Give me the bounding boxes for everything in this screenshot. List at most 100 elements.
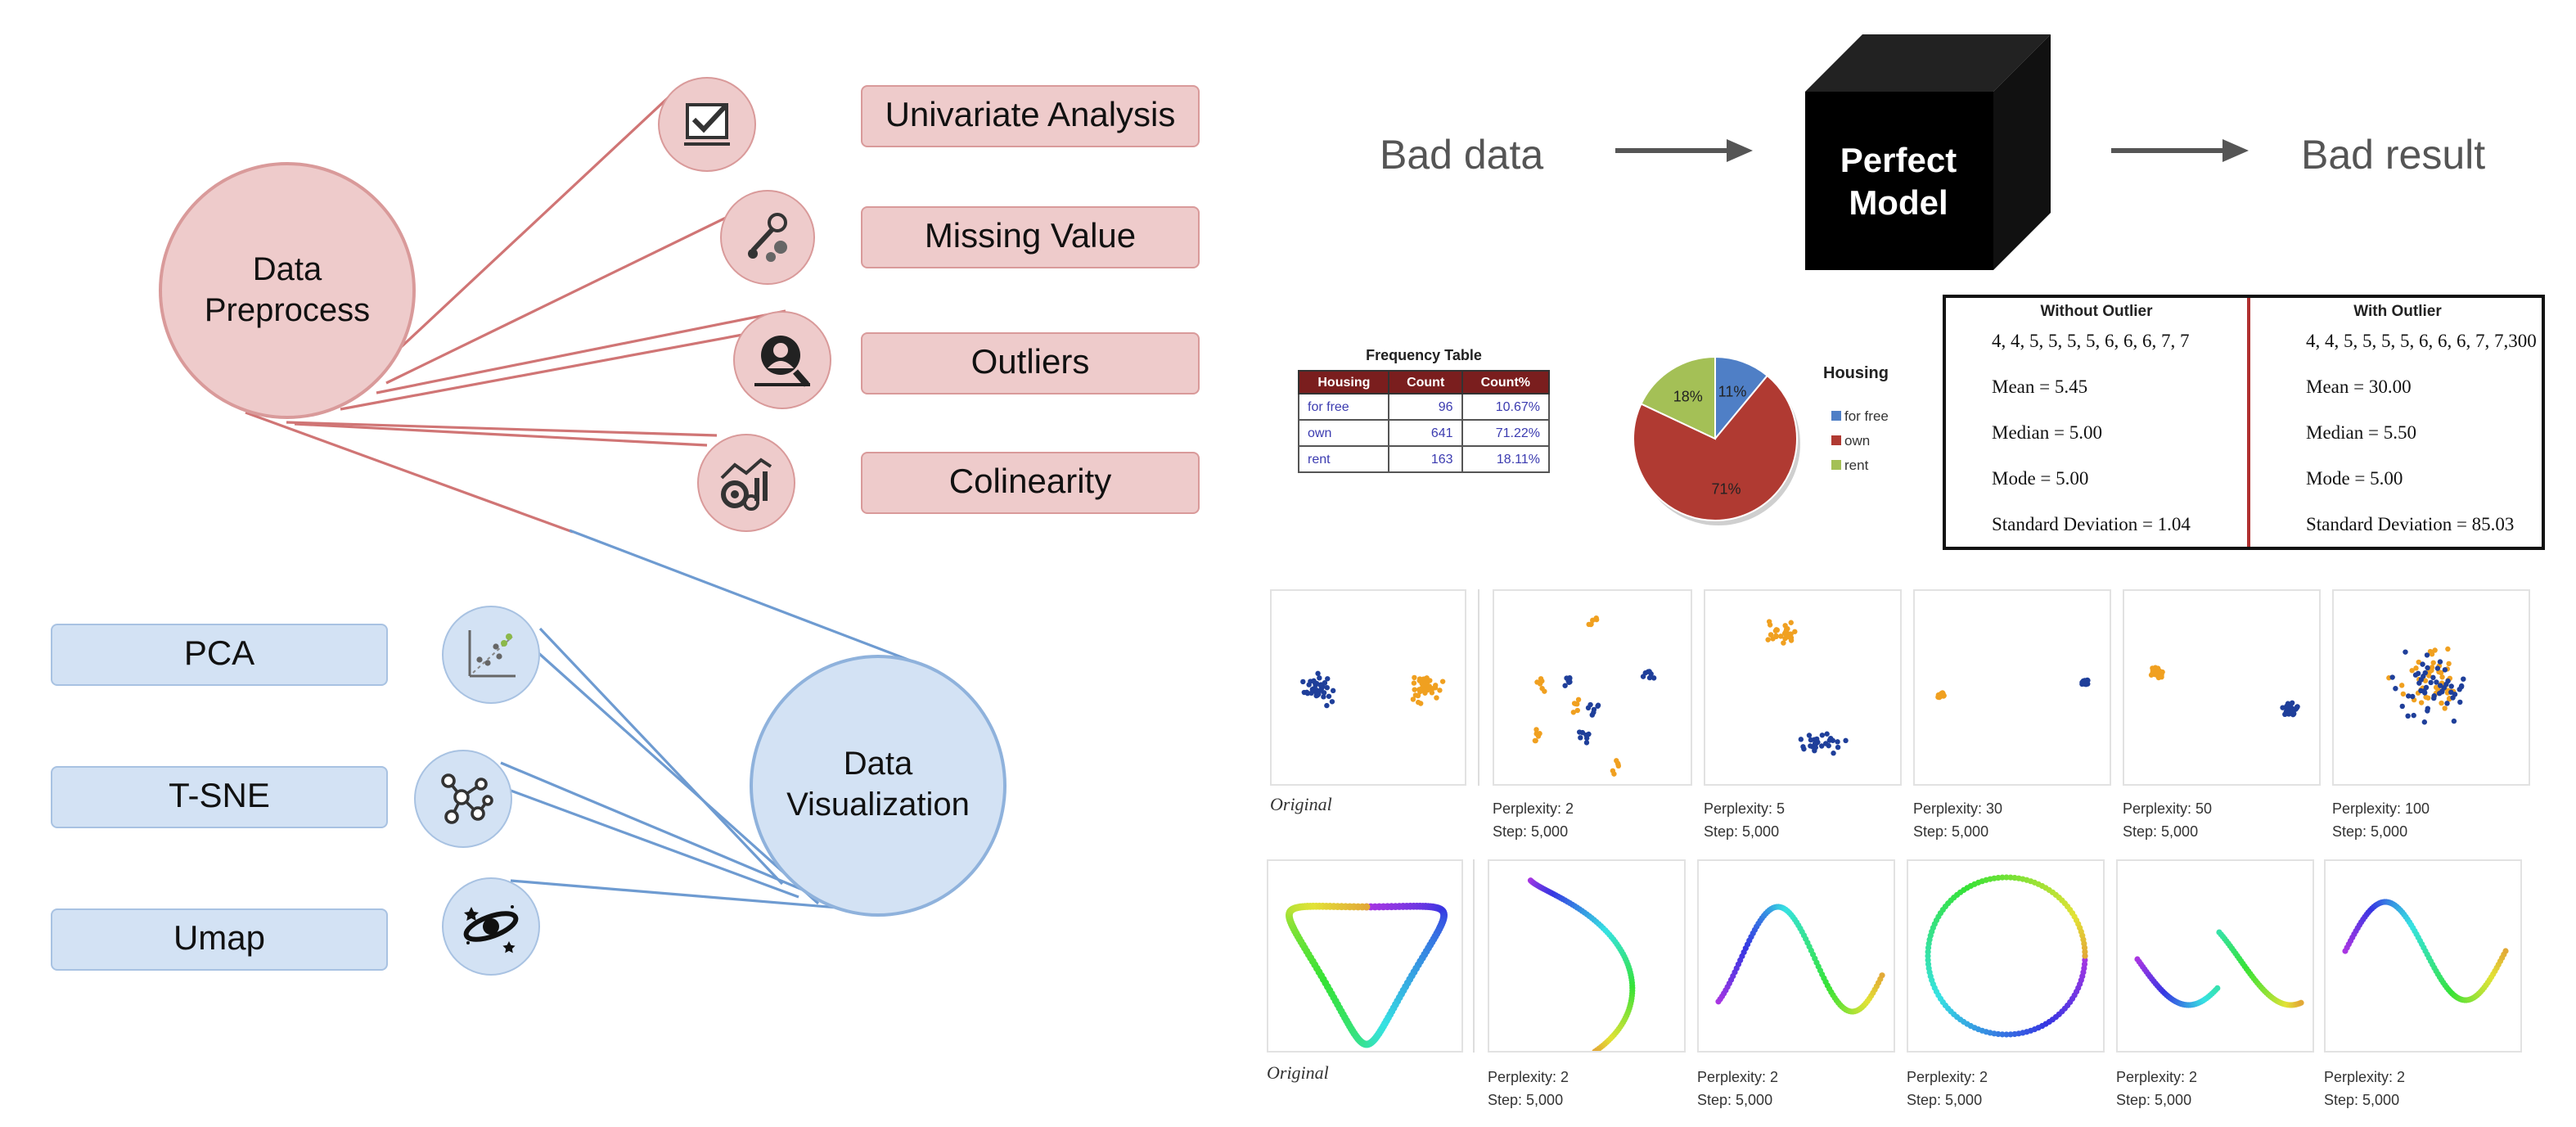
- network-graph-icon: [414, 750, 512, 848]
- scatter-point: [1773, 627, 1780, 633]
- step-label: Step: 5,000: [1493, 823, 1569, 840]
- outliers-button[interactable]: Outliers: [861, 332, 1200, 394]
- step-label: Step: 5,000: [2116, 1092, 2192, 1108]
- scatter-point: [1610, 768, 1616, 773]
- scatter-point: [1824, 731, 1830, 737]
- magnifier-person-icon: [733, 311, 831, 409]
- scatter-point: [2434, 665, 2441, 671]
- tsne-caption: Perplexity: 2 Step: 5,000: [1697, 1066, 1778, 1111]
- black-box-cube: [1805, 34, 2051, 270]
- step-label: Step: 5,000: [2332, 823, 2408, 840]
- scatter-point: [1579, 729, 1586, 736]
- scatter-point: [2412, 672, 2419, 678]
- scatter-point: [2280, 705, 2286, 710]
- chart-gears-icon: [697, 434, 795, 532]
- scatter-point: [1843, 737, 1849, 744]
- curve-point: [1925, 957, 1931, 963]
- scatter-point: [2400, 691, 2407, 697]
- scatter-point: [1412, 687, 1417, 692]
- tsne-panel: [1913, 589, 2111, 786]
- scatter-point: [2429, 667, 2434, 674]
- scatter-point: [1537, 681, 1543, 687]
- scatter-point: [1306, 682, 1312, 687]
- scatter-point: [2431, 695, 2437, 701]
- tsne-panel: [2332, 589, 2530, 786]
- scatter-point: [2405, 713, 2411, 719]
- step-label: Step: 5,000: [2324, 1092, 2400, 1108]
- perfect-model-label: Perfect Model: [1840, 142, 1957, 223]
- scatter-point: [1827, 735, 1834, 742]
- scatter-point: [2448, 689, 2454, 696]
- scatter-point: [2444, 701, 2450, 706]
- step-label: Step: 5,000: [1907, 1092, 1983, 1108]
- scatter-point: [1411, 680, 1417, 686]
- tsne-caption: Perplexity: 30 Step: 5,000: [1913, 797, 2002, 843]
- table-cell: 71.22%: [1461, 419, 1551, 447]
- arrow-right-icon-2: [2111, 139, 2249, 162]
- pie-data-label: 11%: [1718, 384, 1747, 400]
- scatter-point: [1640, 674, 1646, 679]
- pie-slice-for-free: [1714, 355, 1769, 441]
- scatter-point: [1835, 739, 1840, 745]
- scatter-point: [1412, 674, 1417, 681]
- scatter-point: [1765, 637, 1771, 642]
- column-header: Count%: [1461, 370, 1551, 394]
- scatter-point: [2151, 668, 2158, 674]
- scatter-point: [2389, 674, 2395, 680]
- curve-point: [1925, 953, 1931, 959]
- scatter-point: [1819, 733, 1826, 738]
- data-visualization-circle[interactable]: Data Visualization: [750, 655, 1007, 917]
- pca-button[interactable]: PCA: [51, 624, 388, 686]
- scatter-point: [1822, 741, 1829, 746]
- scatter-point: [1583, 732, 1589, 738]
- colinearity-button[interactable]: Colinearity: [861, 452, 1200, 514]
- scatter-point: [2439, 674, 2445, 680]
- scatter-point: [2420, 661, 2425, 667]
- scatter-point: [2403, 649, 2408, 655]
- scatter-point: [2082, 679, 2087, 686]
- scatter-point: [1439, 678, 1446, 684]
- scatter-point: [1316, 691, 1322, 697]
- frequency-table-title: Frequency Table: [1366, 347, 1482, 363]
- scatter-point: [1417, 701, 1424, 706]
- univariate-analysis-button[interactable]: Univariate Analysis: [861, 85, 1200, 147]
- with-outlier-median: Median = 5.50: [2306, 424, 2416, 444]
- curve-point: [2082, 953, 2088, 959]
- scatter-plot-icon: [442, 606, 540, 704]
- scatter-point: [1308, 690, 1314, 696]
- pie-slice-rent: [1640, 355, 1716, 440]
- scatter-point: [1938, 692, 1943, 698]
- scatter-point: [1324, 702, 1330, 709]
- with-outlier-title: With Outlier: [2353, 303, 2442, 321]
- legend-swatch: [1831, 460, 1841, 470]
- tsne-caption: Perplexity: 2 Step: 5,000: [1488, 1066, 1569, 1111]
- table-row: rent 163 18.11%: [1297, 445, 1551, 473]
- curve-point: [1362, 903, 1371, 911]
- pie-slice-own: [1633, 374, 1798, 521]
- scatter-point: [1646, 669, 1652, 674]
- divider: [2247, 298, 2250, 547]
- scatter-point: [2432, 647, 2438, 653]
- without-outlier-mean: Mean = 5.45: [1992, 378, 2088, 398]
- scatter-point: [1835, 744, 1841, 751]
- bad-result-label: Bad result: [2301, 133, 2486, 178]
- scatter-point: [2429, 651, 2435, 657]
- scatter-point: [1313, 687, 1319, 693]
- scatter-point: [1325, 676, 1331, 682]
- curve-point: [1999, 874, 2006, 881]
- scatter-point: [1574, 707, 1581, 714]
- scatter-point: [2461, 676, 2466, 682]
- tsne-panel: [1488, 859, 1686, 1053]
- scatter-point: [2443, 681, 2449, 687]
- scatter-point: [1788, 620, 1794, 625]
- scatter-point: [1813, 745, 1818, 751]
- legend-swatch: [1831, 435, 1841, 445]
- step-label: Step: 5,000: [1488, 1092, 1564, 1108]
- umap-button[interactable]: Umap: [51, 908, 388, 971]
- separator: [1473, 859, 1475, 1053]
- data-preprocess-circle[interactable]: Data Preprocess: [159, 162, 416, 419]
- missing-value-button[interactable]: Missing Value: [861, 206, 1200, 268]
- scatter-point: [2425, 665, 2430, 671]
- scatter-point: [1538, 676, 1544, 682]
- tsne-button[interactable]: T-SNE: [51, 766, 388, 828]
